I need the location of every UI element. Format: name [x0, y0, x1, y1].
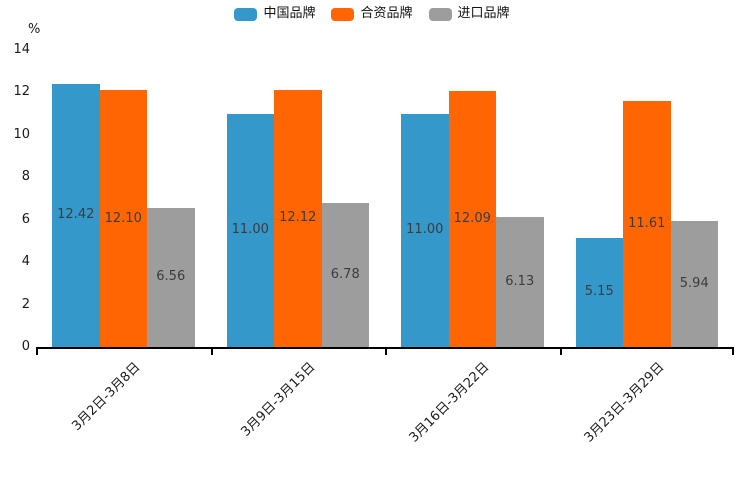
bar-value-label: 5.94: [679, 275, 709, 291]
bar-value-label: 6.13: [505, 273, 535, 289]
x-tick-label: 3月2日-3月8日: [69, 359, 144, 434]
bar-value-label: 11.00: [406, 222, 444, 238]
y-tick-label: 2: [21, 296, 30, 312]
y-tick-label: 8: [21, 169, 30, 185]
x-tick-label: 3月16日-3月22日: [406, 359, 493, 446]
x-axis-tick: [36, 349, 38, 355]
bar-进口品牌-2: [496, 216, 544, 347]
legend-item-1: 合资品牌: [331, 6, 413, 22]
y-tick-label: 4: [21, 254, 30, 270]
y-tick-label: 6: [21, 211, 30, 227]
y-axis-unit-label: %: [28, 22, 41, 37]
y-tick-label: 14: [13, 42, 30, 57]
bar-中国品牌-2: [401, 113, 449, 347]
bar-value-label: 11.61: [628, 215, 666, 231]
bar-value-label: 11.00: [231, 222, 269, 238]
legend-swatch-icon: [428, 7, 452, 21]
legend-label: 合资品牌: [360, 6, 413, 21]
legend-label: 中国品牌: [263, 6, 316, 21]
bar-中国品牌-0: [52, 83, 100, 347]
x-tick-label: 3月23日-3月29日: [581, 359, 668, 446]
bar-value-label: 5.15: [584, 284, 614, 300]
bar-合资品牌-0: [99, 90, 147, 347]
x-axis-tick: [210, 349, 213, 355]
bar-中国品牌-1: [226, 113, 274, 347]
x-axis-tick: [732, 349, 734, 355]
legend-swatch-icon: [234, 7, 258, 21]
bar-进口品牌-0: [147, 207, 195, 347]
bar-value-label: 6.56: [156, 269, 186, 285]
chart-legend: 中国品牌 合资品牌 进口品牌: [0, 6, 744, 22]
x-axis-tick: [385, 349, 387, 355]
x-axis-tick: [559, 349, 562, 355]
bar-value-label: 12.12: [279, 210, 317, 226]
bar-value-label: 12.10: [104, 210, 142, 226]
bar-合资品牌-1: [274, 89, 322, 347]
bar-value-label: 6.78: [330, 267, 360, 283]
legend-item-0: 中国品牌: [234, 6, 315, 22]
bar-中国品牌-3: [575, 237, 623, 347]
y-tick-label: 0: [21, 339, 30, 354]
legend-label: 进口品牌: [457, 6, 510, 21]
y-tick-label: 10: [13, 126, 30, 142]
x-tick-label: 3月9日-3月15日: [238, 359, 319, 440]
bar-合资品牌-3: [623, 100, 671, 347]
x-axis-line: [36, 347, 734, 349]
legend-swatch-icon: [331, 7, 355, 21]
bar-合资品牌-2: [448, 90, 496, 347]
bar-value-label: 12.42: [57, 207, 95, 223]
bar-进口品牌-3: [670, 220, 718, 347]
bar-value-label: 12.09: [453, 210, 491, 226]
legend-item-2: 进口品牌: [428, 6, 510, 22]
y-tick-label: 12: [13, 84, 30, 100]
bar-进口品牌-1: [321, 203, 369, 347]
